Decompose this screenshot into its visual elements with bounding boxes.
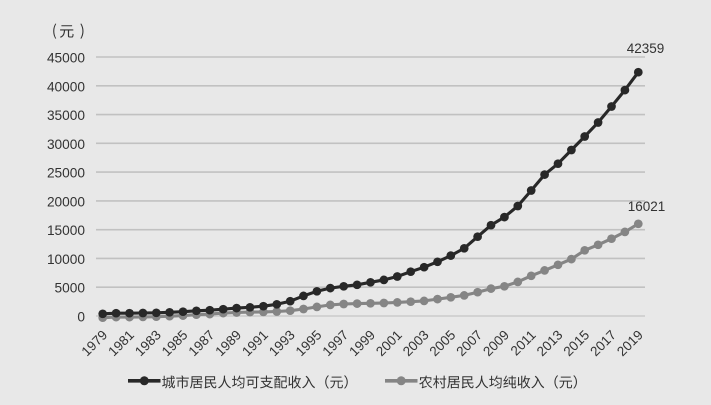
svg-text:5000: 5000 xyxy=(55,281,86,296)
svg-text:15000: 15000 xyxy=(47,223,85,238)
svg-text:30000: 30000 xyxy=(47,137,85,152)
svg-text:20000: 20000 xyxy=(47,194,85,209)
svg-text:40000: 40000 xyxy=(47,79,85,94)
svg-text:45000: 45000 xyxy=(47,51,85,66)
svg-text:25000: 25000 xyxy=(47,166,85,181)
svg-text:42359: 42359 xyxy=(627,41,665,56)
svg-text:35000: 35000 xyxy=(47,108,85,123)
svg-text:16021: 16021 xyxy=(628,199,666,214)
svg-text:10000: 10000 xyxy=(47,252,85,267)
svg-text:0: 0 xyxy=(77,310,85,325)
